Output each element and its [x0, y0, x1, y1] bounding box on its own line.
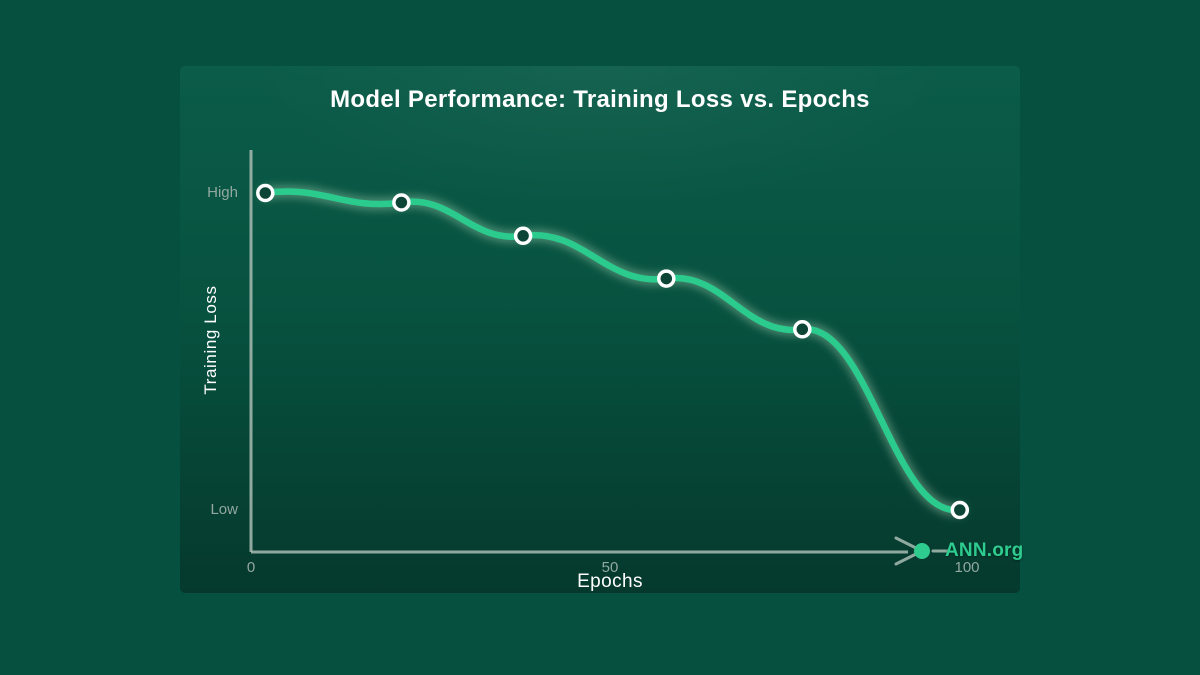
data-point-marker — [256, 183, 275, 203]
loss-curve-line — [262, 188, 964, 514]
x-tick-50: 50 — [601, 559, 619, 576]
data-point-marker — [950, 500, 970, 520]
data-point-marker — [392, 193, 411, 212]
y-axis-label: Training Loss — [201, 285, 220, 395]
neuron-node-circle — [914, 543, 930, 559]
data-point-marker — [793, 320, 812, 339]
loss-curve-glow — [258, 184, 967, 517]
chart-panel — [180, 66, 1020, 593]
x-axis-label: Epochs — [577, 571, 643, 592]
y-tick-high: High — [207, 184, 238, 201]
brand-watermark: ANN.org — [945, 540, 1024, 561]
y-tick-low: Low — [210, 501, 238, 518]
ann-logo-icon — [894, 536, 949, 566]
chart-title: Model Performance: Training Loss vs. Epo… — [330, 86, 870, 113]
x-tick-0: 0 — [246, 559, 256, 576]
x-tick-100: 100 — [954, 559, 980, 576]
data-point-marker — [657, 269, 676, 288]
data-point-markers — [256, 183, 970, 520]
data-point-marker — [513, 226, 533, 246]
